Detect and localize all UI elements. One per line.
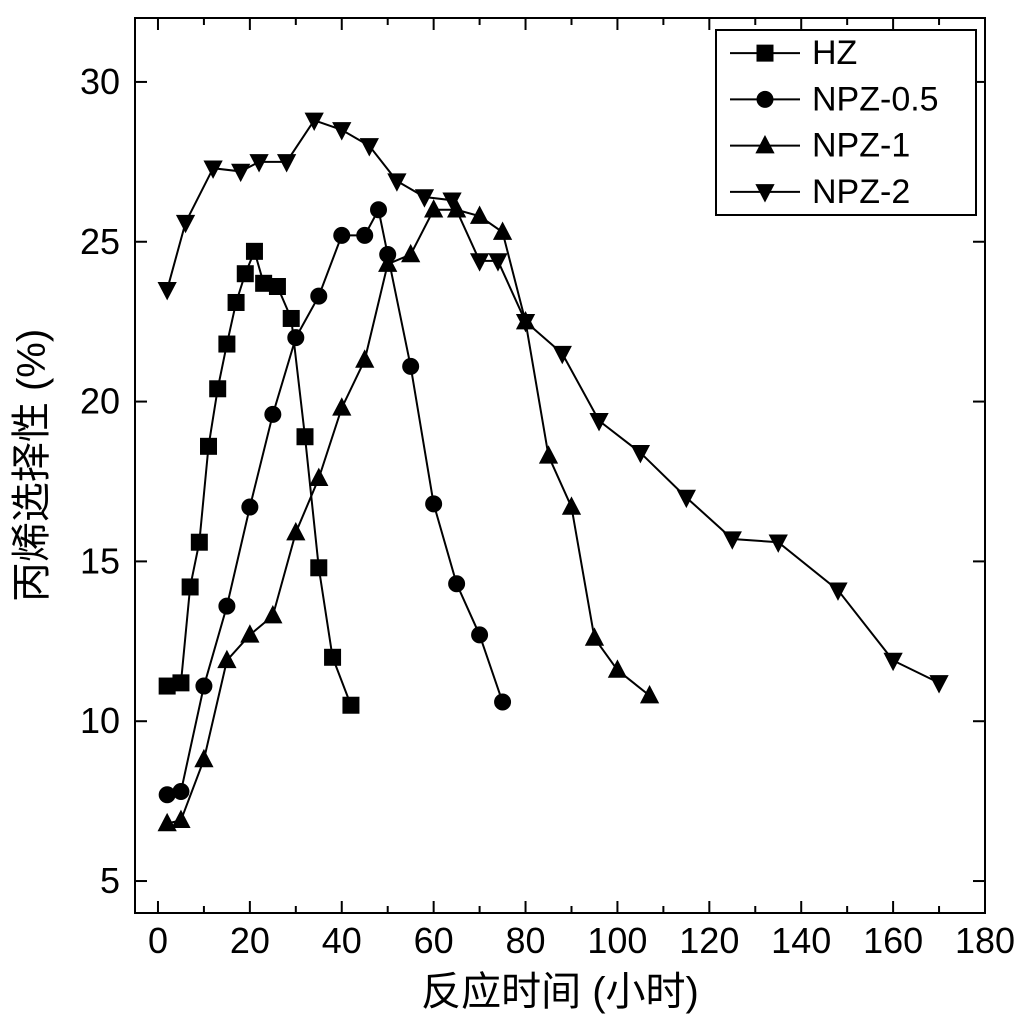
- series-line-NPZ-0.5: [167, 210, 502, 795]
- svg-text:180: 180: [955, 920, 1015, 961]
- svg-text:10: 10: [80, 700, 120, 741]
- svg-text:30: 30: [80, 61, 120, 102]
- svg-text:80: 80: [506, 920, 546, 961]
- svg-text:140: 140: [771, 920, 831, 961]
- legend-label-NPZ-1: NPZ-1: [812, 127, 910, 165]
- svg-text:100: 100: [587, 920, 647, 961]
- svg-text:40: 40: [322, 920, 362, 961]
- svg-text:5: 5: [100, 860, 120, 901]
- svg-text:160: 160: [863, 920, 923, 961]
- x-axis-label: 反应时间 (小时): [421, 970, 699, 1014]
- legend-label-NPZ-2: NPZ-2: [812, 173, 910, 211]
- chart-container: 0 20 40 60 80 100 120 140 160 180 5 10 15 20 25 30 反应时间 …: [0, 0, 1018, 1023]
- svg-text:15: 15: [80, 540, 120, 581]
- legend-label-HZ: HZ: [812, 34, 857, 72]
- svg-text:0: 0: [148, 920, 168, 961]
- svg-text:20: 20: [230, 920, 270, 961]
- legend-label-NPZ-0.5: NPZ-0.5: [812, 80, 939, 118]
- chart-svg: 0 20 40 60 80 100 120 140 160 180 5 10 15 20 25 30 反应时间 …: [0, 0, 1018, 1023]
- y-axis-label: 丙烯选择性 (%): [10, 329, 54, 602]
- svg-text:25: 25: [80, 221, 120, 262]
- svg-text:120: 120: [679, 920, 739, 961]
- svg-text:60: 60: [414, 920, 454, 961]
- svg-text:20: 20: [80, 381, 120, 422]
